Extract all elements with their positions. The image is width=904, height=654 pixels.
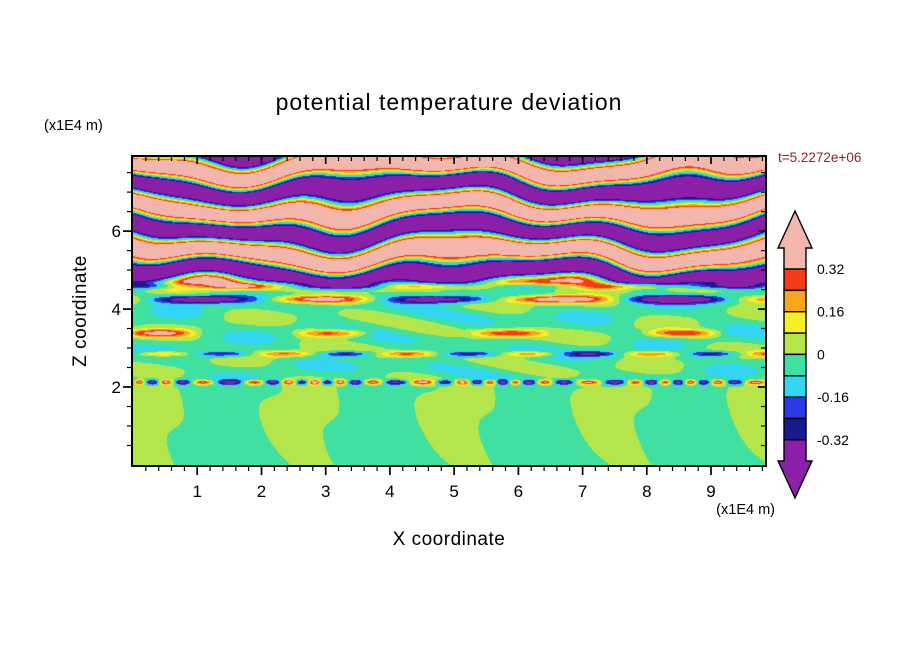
plot-area bbox=[131, 155, 767, 467]
colorbar-label: -0.16 bbox=[817, 389, 849, 405]
x-tick-label: 1 bbox=[192, 482, 201, 501]
x-tick-label: 7 bbox=[578, 482, 587, 501]
y-tick-label: 2 bbox=[112, 378, 121, 397]
plot-title: potential temperature deviation bbox=[275, 89, 623, 115]
heatmap-canvas bbox=[133, 157, 765, 465]
colorbar-label: -0.32 bbox=[817, 432, 849, 448]
x-axis-unit-label: (x1E4 m) bbox=[716, 502, 775, 518]
colorbar-segment bbox=[783, 396, 807, 420]
colorbar-segment bbox=[783, 417, 807, 441]
colorbar-segment bbox=[783, 332, 807, 356]
colorbar-segment bbox=[783, 310, 807, 334]
colorbar-segment bbox=[783, 353, 807, 377]
z-axis-label: Z coordinate bbox=[70, 255, 91, 367]
z-axis-unit-label: (x1E4 m) bbox=[44, 118, 103, 134]
x-tick-label: 9 bbox=[706, 482, 715, 501]
x-tick-label: 6 bbox=[514, 482, 523, 501]
time-label: t=5.2272e+06 bbox=[778, 150, 862, 165]
colorbar-arrow-down bbox=[776, 439, 814, 500]
x-tick-label: 2 bbox=[257, 482, 266, 501]
colorbar-segment bbox=[783, 268, 807, 292]
colorbar-label: 0 bbox=[817, 346, 825, 362]
colorbar-segment bbox=[783, 289, 807, 313]
colorbar: -0.32 -0.16 0 0.16 0.32 bbox=[776, 209, 849, 500]
y-tick-label: 4 bbox=[112, 300, 121, 319]
x-tick-label: 5 bbox=[449, 482, 458, 501]
colorbar-segment bbox=[783, 375, 807, 398]
colorbar-arrow-up bbox=[776, 209, 814, 270]
x-axis-label: X coordinate bbox=[392, 529, 506, 550]
colorbar-label: 0.32 bbox=[817, 261, 844, 277]
y-tick-label: 6 bbox=[112, 222, 121, 241]
z-axis-label-wrap: Z coordinate bbox=[68, 157, 94, 465]
x-tick-label: 4 bbox=[385, 482, 394, 501]
x-tick-label: 8 bbox=[642, 482, 651, 501]
colorbar-label: 0.16 bbox=[817, 304, 844, 320]
x-tick-label: 3 bbox=[321, 482, 330, 501]
